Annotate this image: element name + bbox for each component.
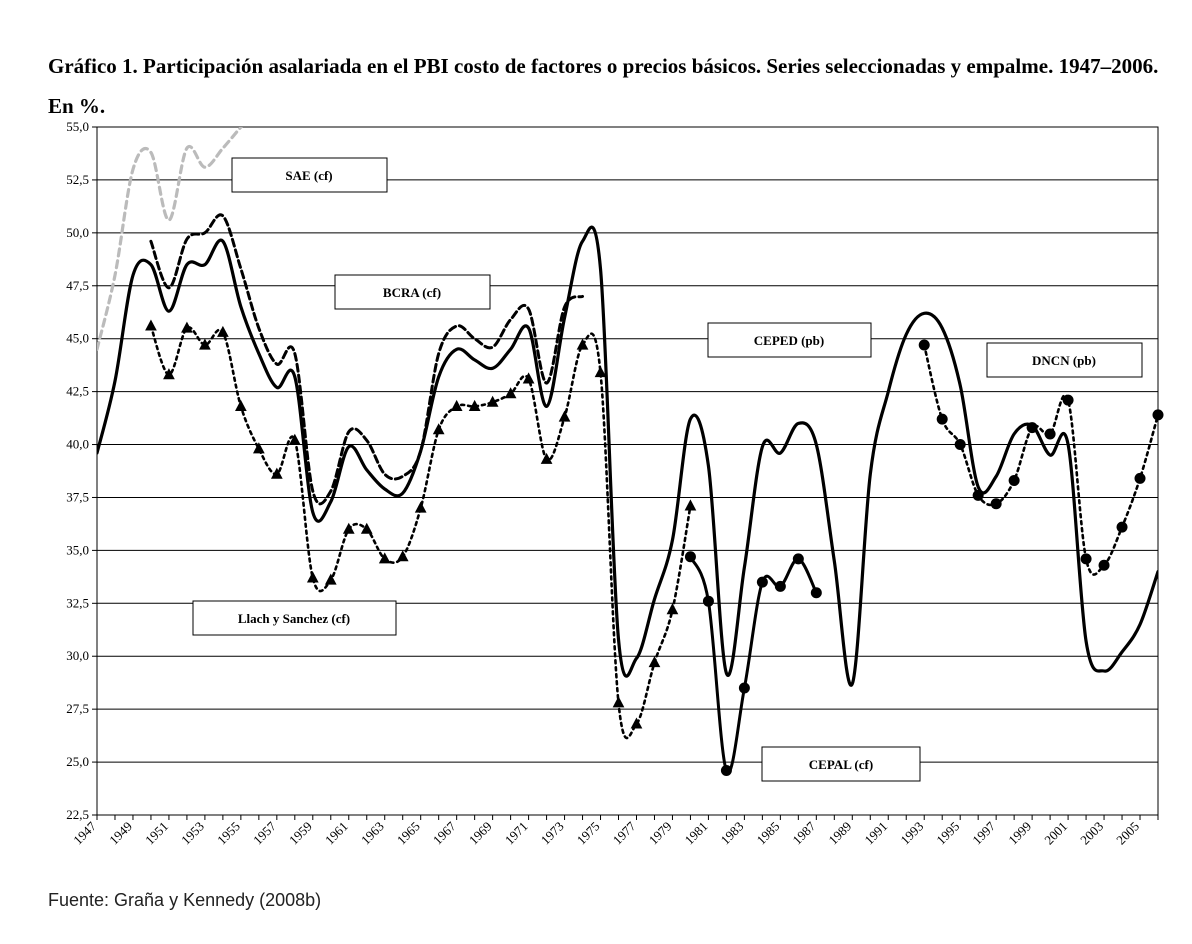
y-tick-label: 27,5 [66, 701, 89, 716]
label-cepal: CEPAL (cf) [762, 747, 920, 781]
data-point-dot [811, 587, 822, 598]
y-tick-label: 30,0 [66, 648, 89, 663]
label-ceped: CEPED (pb) [708, 323, 871, 357]
label-llach-text: Llach y Sanchez (cf) [238, 611, 350, 626]
x-tick-label: 1955 [214, 819, 243, 848]
data-point-dot [721, 765, 732, 776]
y-tick-label: 35,0 [66, 542, 89, 557]
label-dncn: DNCN (pb) [987, 343, 1142, 377]
data-point-dot [793, 553, 804, 564]
y-tick-label: 42,5 [66, 384, 89, 399]
x-tick-label: 1961 [322, 819, 351, 848]
data-point-dot [757, 577, 768, 588]
data-point-dot [991, 498, 1002, 509]
x-tick-label: 1979 [646, 819, 675, 848]
x-tick-label: 1991 [861, 819, 890, 848]
data-point-dot [775, 581, 786, 592]
label-bcra: BCRA (cf) [335, 275, 490, 309]
label-dncn-text: DNCN (pb) [1032, 353, 1096, 368]
data-point-dot [1081, 553, 1092, 564]
x-tick-label: 1949 [106, 819, 135, 848]
y-tick-label: 50,0 [66, 225, 89, 240]
data-point-dot [937, 414, 948, 425]
data-point-dot [973, 490, 984, 501]
x-tick-label: 1973 [538, 819, 567, 848]
label-ceped-text: CEPED (pb) [754, 333, 824, 348]
x-tick-label: 1995 [933, 819, 962, 848]
x-tick-label: 2005 [1113, 819, 1142, 848]
x-tick-label: 1957 [250, 818, 279, 847]
x-tick-label: 1965 [394, 819, 423, 848]
x-tick-label: 1993 [897, 819, 926, 848]
x-tick-label: 1971 [502, 819, 531, 848]
label-sae: SAE (cf) [232, 158, 387, 192]
y-tick-label: 25,0 [66, 754, 89, 769]
x-tick-label: 1997 [969, 818, 998, 847]
data-point-dot [739, 682, 750, 693]
y-tick-label: 52,5 [66, 172, 89, 187]
x-tick-label: 1985 [753, 819, 782, 848]
data-point-dot [1063, 395, 1074, 406]
label-cepal-text: CEPAL (cf) [809, 757, 873, 772]
y-tick-label: 32,5 [66, 595, 89, 610]
data-point-dot [919, 340, 930, 351]
data-point-dot [1117, 522, 1128, 533]
data-point-dot [1009, 475, 1020, 486]
x-tick-label: 1981 [682, 819, 711, 848]
x-tick-label: 1951 [142, 819, 171, 848]
x-tick-label: 1963 [358, 819, 387, 848]
line-chart: 22,5 25,0 27,5 30,0 32,5 35,0 37,5 40,0 42,5 45,0… [0, 0, 1192, 944]
data-point-dot [955, 439, 966, 450]
x-tick-label: 2003 [1077, 819, 1106, 848]
y-axis: 22,5 25,0 27,5 30,0 32,5 35,0 37,5 40,0 42,5 45,0… [66, 119, 97, 822]
x-tick-label: 1969 [466, 819, 495, 848]
y-tick-label: 45,0 [66, 331, 89, 346]
label-bcra-text: BCRA (cf) [383, 285, 441, 300]
x-tick-label: 1987 [789, 818, 818, 847]
x-tick-label: 1975 [574, 819, 603, 848]
y-tick-label: 40,0 [66, 437, 89, 452]
data-point-dot [1045, 428, 1056, 439]
data-point-dot [1027, 422, 1038, 433]
y-tick-label: 37,5 [66, 489, 89, 504]
x-tick-label: 1983 [718, 819, 747, 848]
x-tick-label: 1967 [430, 818, 459, 847]
data-point-dot [685, 551, 696, 562]
data-point-dot [1099, 560, 1110, 571]
data-point-dot [703, 596, 714, 607]
x-tick-label: 2001 [1041, 819, 1070, 848]
x-tick-label: 1977 [610, 818, 639, 847]
label-sae-text: SAE (cf) [285, 168, 332, 183]
x-axis: 1947 1949 1951 1953 1955 1957 1959 1961 1963 1965… [70, 815, 1158, 848]
label-llach: Llach y Sanchez (cf) [193, 601, 396, 635]
y-tick-label: 22,5 [66, 807, 89, 822]
x-tick-label: 1959 [286, 819, 315, 848]
x-tick-label: 1947 [70, 818, 99, 847]
source-note: Fuente: Graña y Kennedy (2008b) [48, 890, 321, 911]
y-tick-label: 47,5 [66, 278, 89, 293]
data-point-dot [1135, 473, 1146, 484]
x-tick-label: 1953 [178, 819, 207, 848]
data-point-dot [1153, 409, 1164, 420]
x-tick-label: 1989 [825, 819, 854, 848]
x-tick-label: 1999 [1005, 819, 1034, 848]
y-tick-label: 55,0 [66, 119, 89, 134]
